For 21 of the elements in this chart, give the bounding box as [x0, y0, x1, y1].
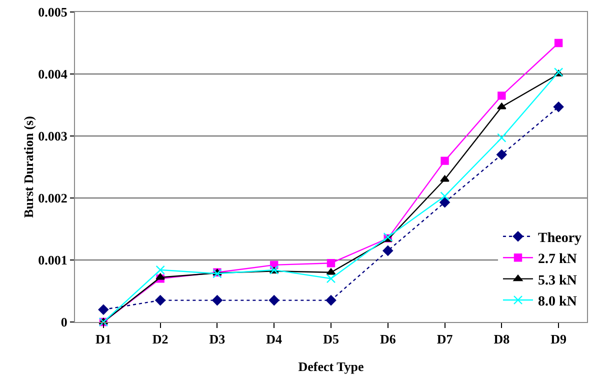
legend-label: 2.7 kN [538, 252, 577, 268]
x-tick-label: D9 [550, 332, 568, 347]
y-axis-title: Burst Duration (s) [21, 116, 36, 218]
x-tick-label: D4 [266, 332, 283, 347]
x-tick-label: D1 [95, 332, 112, 347]
y-tick-label: 0.005 [38, 4, 68, 20]
x-tick-label: D6 [380, 332, 396, 347]
x-tick-label: D5 [323, 332, 340, 347]
y-tick-label: 0.001 [38, 252, 68, 268]
x-tick-label: D7 [436, 332, 454, 347]
y-tick-label: 0.002 [38, 190, 68, 206]
y-tick-label: 0 [60, 314, 68, 330]
legend-label: 5.3 kN [538, 273, 577, 288]
x-axis-title: Defect Type [298, 359, 364, 374]
x-tick-label: D2 [152, 332, 168, 347]
legend-label: Theory [538, 230, 582, 246]
x-tick-label: D8 [494, 332, 510, 347]
y-tick-label: 0.004 [38, 66, 68, 82]
x-tick-label: D3 [209, 332, 226, 347]
y-tick-label: 0.003 [38, 128, 68, 144]
legend-label: 8.0 kN [538, 294, 577, 310]
